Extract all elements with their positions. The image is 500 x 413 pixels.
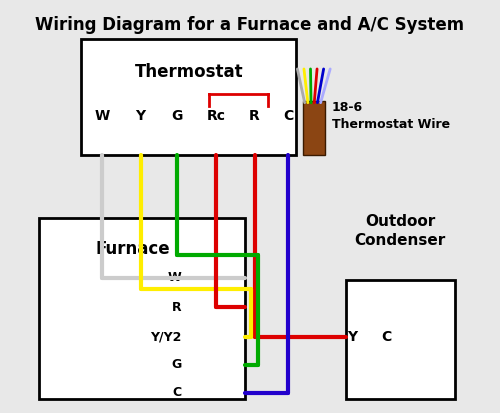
Bar [82, 39, 296, 155]
Text: Wiring Diagram for a Furnace and A/C System: Wiring Diagram for a Furnace and A/C Sys… [36, 16, 465, 34]
Text: Y: Y [347, 330, 357, 344]
Bar [346, 280, 455, 399]
Text: C: C [172, 386, 182, 399]
Text: Y/Y2: Y/Y2 [150, 331, 182, 344]
Text: C: C [382, 330, 392, 344]
Text: R: R [172, 301, 182, 314]
Text: G: G [172, 358, 181, 371]
Bar [303, 101, 324, 155]
Text: W: W [168, 271, 181, 284]
Text: Outdoor
Condenser: Outdoor Condenser [354, 214, 446, 248]
Text: R: R [249, 109, 260, 123]
Text: 18-6
Thermostat Wire: 18-6 Thermostat Wire [332, 101, 450, 131]
Text: C: C [283, 109, 294, 123]
Text: Thermostat: Thermostat [134, 63, 244, 81]
Text: G: G [172, 109, 183, 123]
Text: Y: Y [136, 109, 145, 123]
Text: Furnace: Furnace [95, 240, 170, 258]
Bar [38, 218, 246, 399]
Text: Rc: Rc [207, 109, 226, 123]
Text: W: W [95, 109, 110, 123]
